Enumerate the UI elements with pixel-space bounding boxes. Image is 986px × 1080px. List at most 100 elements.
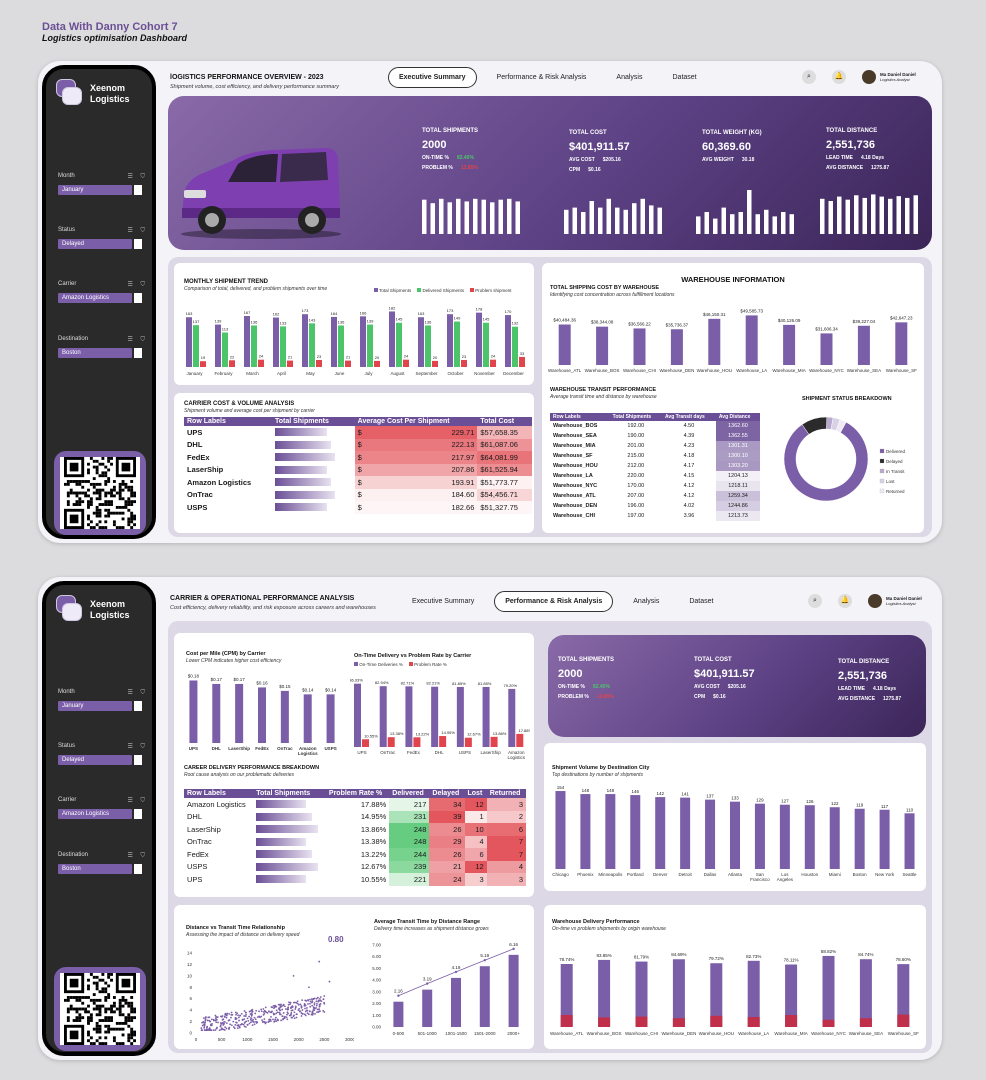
table-row[interactable]: Warehouse_MIA 201.00 4.23 1301.31	[550, 441, 760, 451]
sparkline-bar	[515, 201, 520, 234]
col-row-labels[interactable]: Row Labels	[550, 413, 610, 421]
col-row-labels[interactable]: Row Labels	[184, 417, 272, 426]
tab-dataset[interactable]: Dataset	[672, 74, 697, 81]
city-tick-label: Chicago	[552, 872, 569, 877]
qr-module	[112, 511, 116, 515]
scatter-point	[273, 1004, 276, 1007]
sparkline-bar	[481, 199, 486, 234]
scatter-point	[319, 1010, 321, 1012]
filter-destination[interactable]: Destination ☰ ⛉ Boston	[58, 336, 148, 358]
table-row[interactable]: Warehouse_SEA 190.00 4.39 1362.55	[550, 431, 760, 441]
avatar[interactable]	[868, 594, 882, 608]
table-row[interactable]: Warehouse_ATL 207.00 4.12 1259.34	[550, 491, 760, 501]
table-row[interactable]: DHL 14.95% 231 39 1 2	[184, 810, 526, 823]
table-row[interactable]: USPS $182.66 $51,327.75	[184, 501, 532, 514]
search-icon[interactable]: ⌕	[802, 70, 816, 84]
qr-code-icon	[54, 967, 146, 1051]
search-icon[interactable]: ⌕	[808, 594, 822, 608]
avg-cost-cell: $207.86	[354, 463, 478, 476]
table-row[interactable]: OnTrac 13.38% 248 29 4 7	[184, 835, 526, 848]
qr-module	[95, 514, 99, 518]
filter-carrier[interactable]: Carrier ☰ ⛉ Amazon Logistics	[58, 281, 148, 303]
table-row[interactable]: Warehouse_SF 215.00 4.18 1300.10	[550, 451, 760, 461]
sparkline-bar	[649, 205, 654, 234]
filter-destination-value[interactable]: Boston	[58, 348, 142, 358]
tab-performance-risk[interactable]: Performance & Risk Analysis	[496, 74, 587, 81]
scatter-point	[290, 1006, 292, 1009]
returned-cell: 4	[486, 860, 526, 873]
table-row[interactable]: Warehouse_BOS 192.00 4.50 1362.60	[550, 421, 760, 431]
qr-module	[101, 1042, 105, 1045]
notification-icon[interactable]: 🔔	[832, 70, 846, 84]
qr-module	[130, 480, 134, 483]
scatter-point	[269, 1011, 272, 1014]
tab-performance-risk[interactable]: Performance & Risk Analysis	[494, 591, 614, 612]
qr-module	[81, 491, 85, 495]
table-row[interactable]: Warehouse_DEN 196.00 4.02 1244.86	[550, 501, 760, 511]
monthly-bar	[512, 326, 518, 367]
filter-destination-value[interactable]: Boston	[58, 864, 142, 874]
table-row[interactable]: FedEx $217.97 $64,081.99	[184, 451, 532, 464]
scatter-point	[212, 1018, 215, 1021]
otd-bar	[362, 739, 369, 747]
total-cost-cell: $61,087.06	[477, 438, 532, 451]
scatter-point	[232, 1026, 235, 1028]
filter-carrier-value[interactable]: Amazon Logistics	[58, 809, 142, 819]
table-row[interactable]: OnTrac $184.60 $54,456.71	[184, 488, 532, 501]
filter-month-value[interactable]: January	[58, 185, 142, 195]
carrier-tick-label: USPS	[324, 746, 336, 751]
otd-bar	[405, 686, 413, 747]
table-row[interactable]: Amazon Logistics 17.88% 217 34 12 3	[184, 798, 526, 811]
scatter-point	[272, 1005, 275, 1007]
avatar[interactable]	[862, 70, 876, 84]
destination-bar	[680, 797, 691, 869]
bar-value-label: 13.86%	[493, 731, 507, 736]
scatter-point	[215, 1016, 217, 1019]
scatter-point	[231, 1013, 234, 1016]
table-row[interactable]: UPS $229.71 $57,658.35	[184, 426, 532, 439]
otd-bar	[456, 686, 464, 747]
table-row[interactable]: Amazon Logistics $193.91 $51,773.77	[184, 476, 532, 489]
sparkline-bar	[862, 197, 867, 234]
filter-month[interactable]: Month ☰ ⛉ January	[58, 689, 148, 711]
table-row[interactable]: Warehouse_HOU 212.00 4.17 1303.20	[550, 461, 760, 471]
tab-executive-summary[interactable]: Executive Summary	[388, 67, 477, 88]
table-row[interactable]: USPS 12.67% 239 21 12 4	[184, 860, 526, 873]
qr-module	[107, 511, 111, 515]
qr-module	[89, 497, 93, 501]
filter-month[interactable]: Month ☰ ⛉ January	[58, 173, 148, 195]
tab-analysis[interactable]: Analysis	[616, 74, 643, 81]
qr-module	[87, 514, 90, 518]
filter-carrier[interactable]: Carrier ☰ ⛉ Amazon Logistics	[58, 797, 148, 819]
tab-analysis[interactable]: Analysis	[633, 598, 660, 605]
sparkline-bar	[704, 212, 709, 234]
col-row-labels[interactable]: Row Labels	[184, 789, 254, 798]
qr-module	[104, 514, 108, 518]
table-row[interactable]: Warehouse_CHI 197.00 3.96 1213.73	[550, 511, 760, 521]
qr-module	[110, 488, 113, 492]
sparkline-bar	[572, 207, 577, 234]
filter-month-value[interactable]: January	[58, 701, 142, 711]
qr-module	[133, 1030, 136, 1034]
filter-status[interactable]: Status ☰ ⛉ Delayed	[58, 743, 148, 765]
filter-destination[interactable]: Destination ☰ ⛉ Boston	[58, 852, 148, 874]
table-row[interactable]: Warehouse_NYC 170.00 4.12 1218.11	[550, 481, 760, 491]
filter-status-value[interactable]: Delayed	[58, 239, 142, 249]
tab-executive-summary[interactable]: Executive Summary	[412, 598, 475, 605]
table-row[interactable]: FedEx 13.22% 244 26 6 7	[184, 848, 526, 861]
sparkline-bar	[564, 209, 569, 234]
filter-carrier-value[interactable]: Amazon Logistics	[58, 293, 142, 303]
filter-status[interactable]: Status ☰ ⛉ Delayed	[58, 227, 148, 249]
filter-status-value[interactable]: Delayed	[58, 755, 142, 765]
notification-icon[interactable]: 🔔	[838, 594, 852, 608]
scatter-point	[209, 1024, 212, 1027]
table-row[interactable]: Warehouse_LA 220.00 4.15 1204.13	[550, 471, 760, 481]
tab-dataset[interactable]: Dataset	[689, 598, 714, 605]
table-row[interactable]: UPS 10.55% 221 24 3 3	[184, 873, 526, 886]
qr-module	[69, 1004, 73, 1008]
scatter-point	[277, 1007, 280, 1010]
table-row[interactable]: LaserShip $207.86 $61,525.94	[184, 463, 532, 476]
table-row[interactable]: LaserShip 13.86% 248 26 10 6	[184, 823, 526, 836]
qr-module	[133, 1016, 136, 1020]
table-row[interactable]: DHL $222.13 $61,087.06	[184, 438, 532, 451]
